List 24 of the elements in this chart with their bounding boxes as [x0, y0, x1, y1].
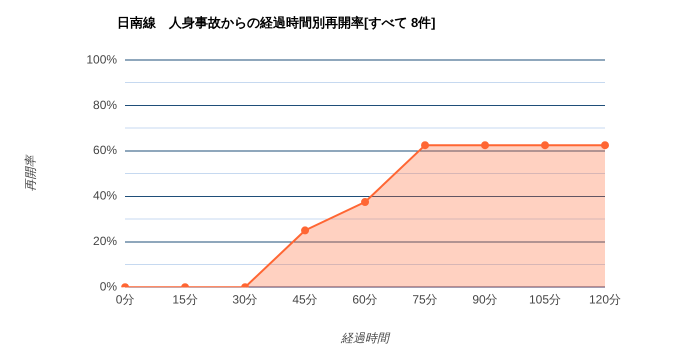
y-tick-label: 100%	[86, 52, 118, 66]
x-tick-label: 105分	[528, 292, 562, 307]
x-tick-label: 15分	[172, 292, 198, 307]
x-tick-label: 90分	[472, 292, 498, 307]
x-tick-label: 60分	[352, 292, 378, 307]
x-tick-label: 0分	[116, 292, 134, 307]
point	[361, 198, 370, 206]
y-axis-title: 再開率	[24, 154, 38, 192]
point	[301, 226, 310, 234]
x-tick-label: 30分	[232, 292, 258, 307]
x-tick-label: 120分	[588, 292, 622, 307]
point	[541, 141, 550, 150]
point	[601, 141, 609, 150]
y-tick-label: 20%	[93, 234, 118, 248]
y-tick-label: 40%	[93, 188, 118, 203]
y-tick-label: 80%	[93, 98, 118, 112]
x-tick-label: 45分	[292, 292, 318, 307]
chart-title: 日南線 人身事故からの経過時間別再開率[すべて 8件]	[117, 14, 436, 32]
x-axis-title: 経過時間	[340, 331, 392, 346]
y-tick-label: 60%	[93, 143, 118, 158]
x-tick-label: 75分	[412, 292, 438, 307]
point	[421, 141, 430, 150]
y-tick-label: 0%	[100, 280, 118, 294]
point	[481, 141, 490, 150]
